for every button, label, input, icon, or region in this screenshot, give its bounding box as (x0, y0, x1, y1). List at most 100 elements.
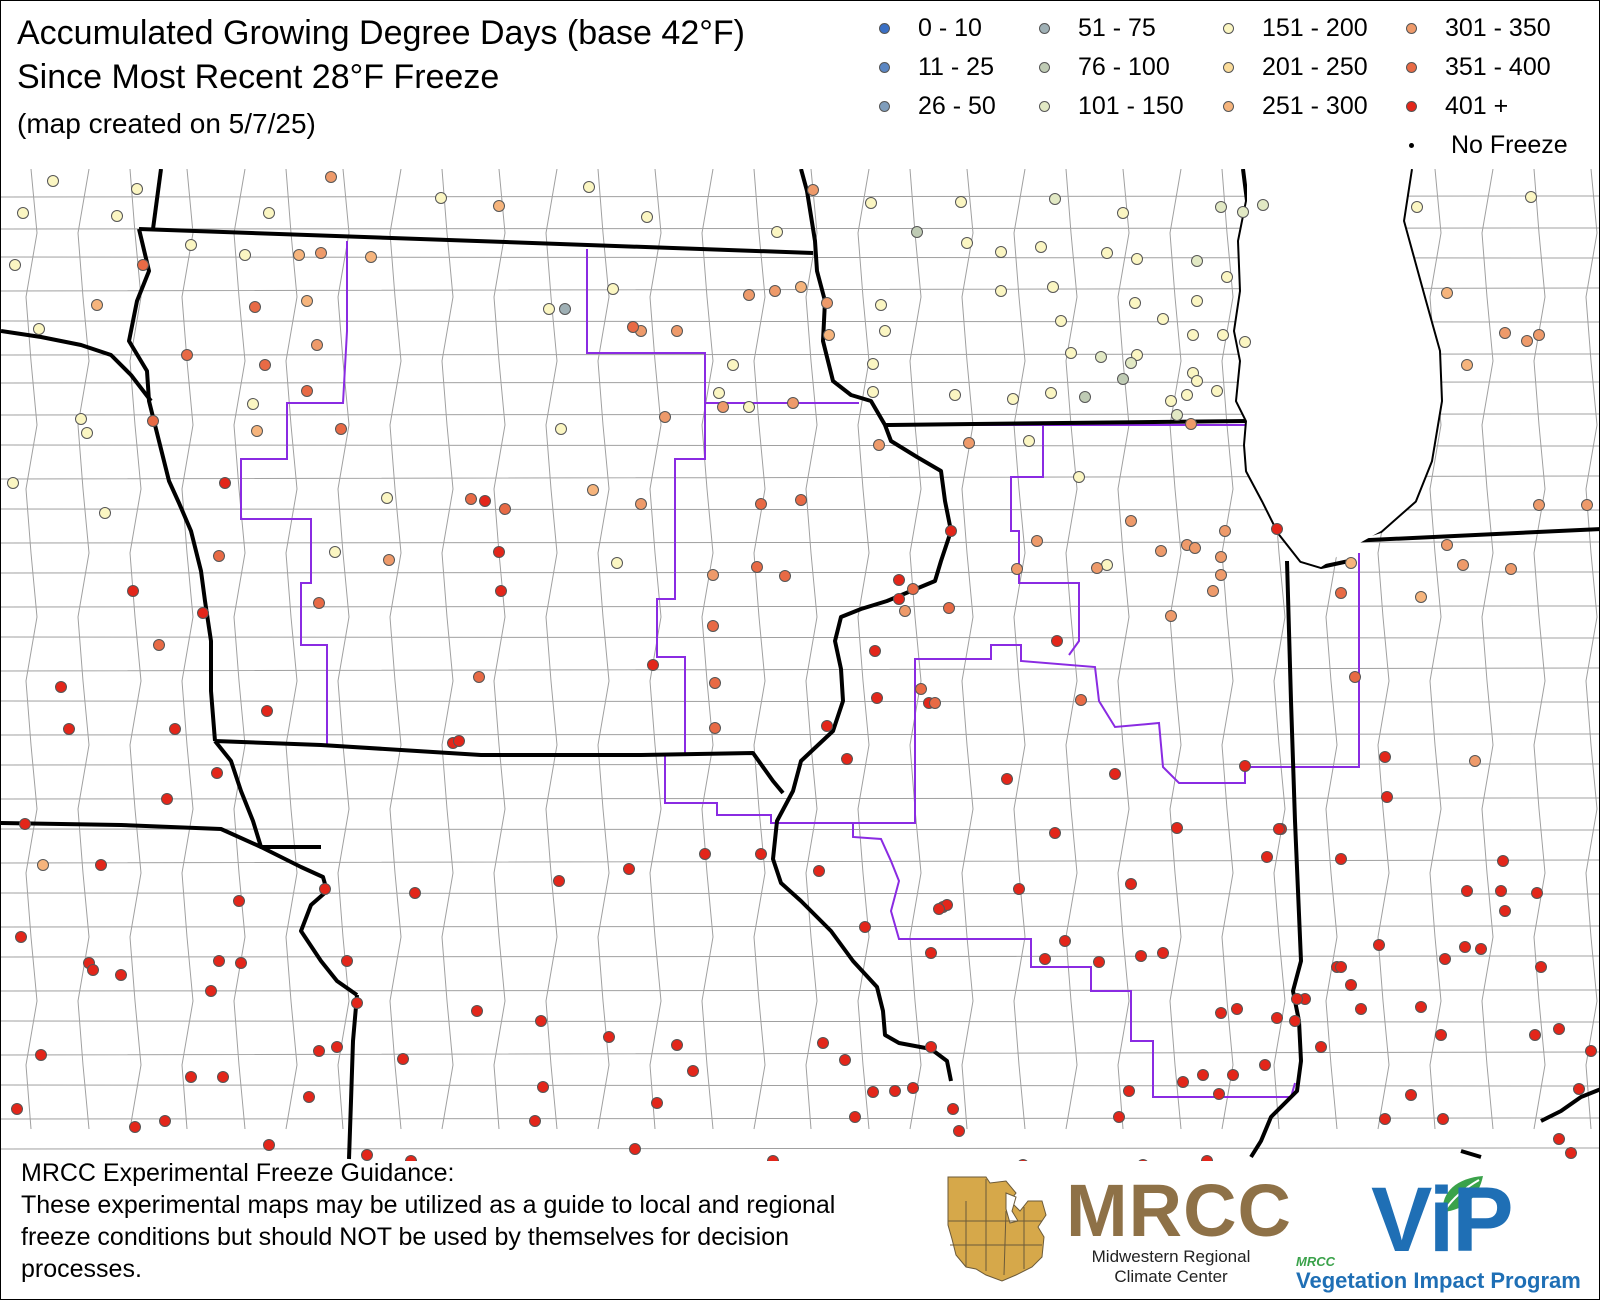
station-marker (1023, 435, 1035, 447)
station-marker (1045, 387, 1057, 399)
station-marker (687, 1065, 699, 1077)
station-marker (1553, 1023, 1565, 1035)
legend-item: 201 - 250 (1223, 52, 1368, 82)
station-marker (465, 493, 477, 505)
station-marker (383, 554, 395, 566)
station-marker (1129, 297, 1141, 309)
station-marker (1181, 389, 1193, 401)
station-marker (1525, 191, 1537, 203)
station-marker (1529, 1029, 1541, 1041)
station-marker (1039, 953, 1051, 965)
legend-swatch (1223, 61, 1234, 73)
station-marker (949, 389, 961, 401)
legend-swatch (1039, 22, 1050, 34)
station-marker (1165, 610, 1177, 622)
division-line (240, 241, 348, 745)
station-marker (471, 1005, 483, 1017)
station-marker (479, 495, 491, 507)
station-marker (1075, 694, 1087, 706)
station-marker (301, 295, 313, 307)
station-marker (611, 557, 623, 569)
station-marker (1291, 993, 1303, 1005)
station-marker (147, 415, 159, 427)
station-marker (671, 325, 683, 337)
map-area (1, 169, 1599, 1161)
station-marker (1345, 557, 1357, 569)
station-marker (1117, 207, 1129, 219)
legend-label: 401 + (1445, 91, 1509, 120)
station-marker (865, 197, 877, 209)
station-marker (867, 1086, 879, 1098)
legend-item: 51 - 75 (1039, 13, 1156, 43)
station-marker (1191, 295, 1203, 307)
station-marker (787, 397, 799, 409)
legend-label: 301 - 350 (1445, 13, 1551, 42)
station-marker (699, 848, 711, 860)
legend-swatch (1406, 61, 1417, 73)
station-marker (211, 767, 223, 779)
station-marker (873, 439, 885, 451)
legend-swatch (1409, 142, 1414, 148)
mrcc-name: Midwestern Regional Climate Center (1091, 1247, 1251, 1286)
station-marker (839, 1054, 851, 1066)
station-marker (1123, 1085, 1135, 1097)
station-marker (671, 1039, 683, 1051)
station-marker (1113, 1111, 1125, 1123)
station-marker (553, 875, 565, 887)
state-border (1540, 1087, 1599, 1123)
station-marker (453, 735, 465, 747)
lake-michigan (1235, 169, 1441, 567)
station-marker (17, 207, 29, 219)
station-marker (1215, 551, 1227, 563)
station-marker (1125, 357, 1137, 369)
vip-logo: MRCC ViP Vegetation Impact Program (1291, 1172, 1591, 1294)
station-marker (755, 848, 767, 860)
station-marker (955, 196, 967, 208)
station-marker (1441, 539, 1453, 551)
station-marker (161, 793, 173, 805)
lake-shape (1235, 169, 1441, 567)
station-marker (55, 681, 67, 693)
station-marker (1533, 329, 1545, 341)
station-marker (727, 359, 739, 371)
station-marker (409, 887, 421, 899)
station-marker (1239, 336, 1251, 348)
station-marker (529, 1115, 541, 1127)
station-marker (1059, 935, 1071, 947)
station-marker (331, 1041, 343, 1053)
station-marker (185, 239, 197, 251)
legend-label: 151 - 200 (1262, 13, 1368, 42)
station-marker (1215, 201, 1227, 213)
station-marker (1131, 349, 1143, 361)
legend-item: 76 - 100 (1039, 52, 1170, 82)
station-marker (1065, 347, 1077, 359)
station-marker (1079, 391, 1091, 403)
station-marker (1335, 961, 1347, 973)
station-marker (313, 1045, 325, 1057)
station-marker (435, 192, 447, 204)
station-marker (767, 1155, 779, 1161)
station-marker (713, 387, 725, 399)
station-marker (945, 525, 957, 537)
station-marker (823, 329, 835, 341)
legend-label: 101 - 150 (1078, 91, 1184, 120)
station-marker (1215, 569, 1227, 581)
station-marker (341, 955, 353, 967)
station-marker (315, 247, 327, 259)
station-marker (1011, 563, 1023, 575)
station-marker (1047, 281, 1059, 293)
station-marker (1219, 525, 1231, 537)
division-line (586, 249, 859, 404)
station-marker (1131, 253, 1143, 265)
station-marker (1213, 1088, 1225, 1100)
station-marker (1531, 887, 1543, 899)
station-marker (995, 285, 1007, 297)
station-marker (1013, 883, 1025, 895)
station-marker (1259, 1059, 1271, 1071)
station-marker (1125, 878, 1137, 890)
station-marker (235, 957, 247, 969)
station-marker (181, 349, 193, 361)
county-lines (1, 169, 1599, 1150)
station-marker (213, 955, 225, 967)
